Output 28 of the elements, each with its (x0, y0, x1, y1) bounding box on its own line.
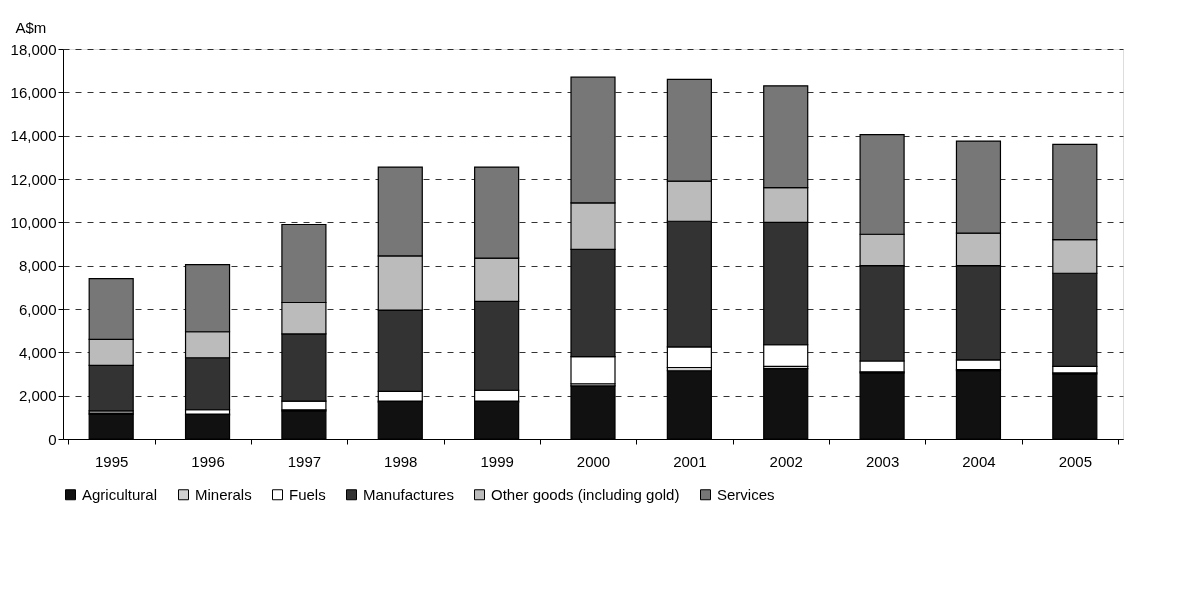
x-tick-label: 2003 (865, 452, 900, 470)
x-tick-label: 2004 (962, 452, 996, 470)
y-tick-label: 12,000 (10, 170, 57, 188)
x-tick-label: 2001 (673, 452, 707, 470)
y-tick-label: 2,000 (18, 387, 57, 405)
legend-label: Minerals (195, 485, 252, 503)
legend-label: Agricultural (82, 485, 158, 503)
y-tick-label: 14,000 (10, 127, 57, 145)
y-tick-label: 8,000 (18, 257, 57, 275)
x-tick-label: 2002 (769, 452, 803, 470)
x-tick-label: 1997 (287, 452, 322, 470)
legend-label: Services (717, 485, 775, 503)
x-tick-label: 1995 (94, 452, 129, 470)
y-tick-label: 18,000 (10, 40, 57, 58)
x-tick-label: 2005 (1058, 452, 1093, 470)
y-tick-label: 4,000 (18, 343, 57, 361)
y-tick-label: 10,000 (10, 213, 57, 231)
y-tick-label: 16,000 (10, 83, 57, 101)
x-tick-label: 1998 (384, 452, 418, 470)
x-tick-label: 1996 (191, 452, 225, 470)
y-tick-label: 6,000 (18, 300, 57, 318)
legend-label: Other goods (including gold) (491, 485, 680, 503)
legend-label: Fuels (289, 485, 326, 503)
legend-label: Manufactures (363, 485, 454, 503)
x-tick-label: 1999 (480, 452, 514, 470)
y-axis-title: A$m (15, 18, 47, 36)
x-tick-label: 2000 (576, 452, 611, 470)
y-tick-label: 0 (48, 430, 57, 448)
